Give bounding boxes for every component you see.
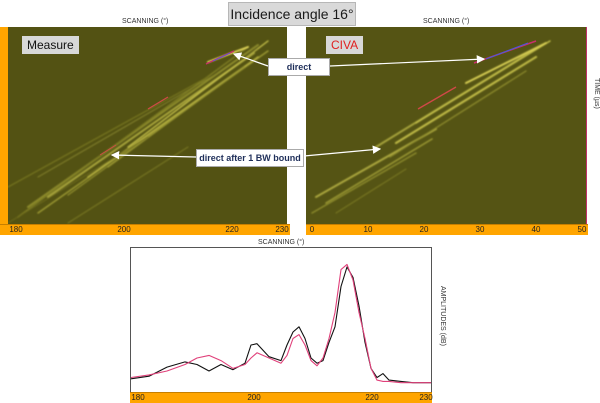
civa-bscan: CIVA: [306, 27, 587, 224]
x-tick-50: 50: [577, 225, 587, 234]
measure-bscan-image: [8, 27, 287, 224]
chart-scanning-axis: 180 200 220 230: [130, 392, 433, 403]
left-scanning-label: SCANNING (°): [122, 18, 169, 25]
x-tick-200: 200: [117, 225, 131, 234]
chart-x-tick-200: 200: [247, 393, 261, 402]
x-tick-180: 180: [9, 225, 23, 234]
x-tick-0: 0: [309, 225, 315, 234]
callout-direct: direct: [268, 58, 330, 76]
measure-label: Measure: [22, 36, 79, 54]
callout-bounce: direct after 1 BW bound: [196, 149, 304, 167]
x-tick-230: 230: [275, 225, 289, 234]
left-time-axis: 134 140 150 160 170: [0, 27, 16, 225]
civa-amplitude-line: [130, 263, 431, 384]
chart-x-tick-180: 180: [131, 393, 145, 402]
right-scanning-axis: 0 10 20 30 40 50: [306, 224, 588, 235]
x-tick-30: 30: [475, 225, 485, 234]
figure-title: Incidence angle 16°: [228, 2, 356, 26]
chart-xaxis-label: SCANNING (°): [258, 239, 305, 246]
amplitude-plot-area: [130, 263, 431, 384]
x-tick-20: 20: [419, 225, 429, 234]
chart-x-tick-230: 230: [419, 393, 433, 402]
chart-yaxis-label: AMPLITUDES (dB): [439, 286, 446, 346]
x-tick-10: 10: [363, 225, 373, 234]
measure-bscan: Measure: [8, 27, 287, 224]
right-scanning-label: SCANNING (°): [423, 18, 470, 25]
right-time-axis-label: TIME (µs): [593, 78, 600, 109]
chart-x-tick-220: 220: [365, 393, 379, 402]
left-scanning-axis: 180 200 220 230: [0, 224, 290, 235]
x-tick-40: 40: [531, 225, 541, 234]
civa-bscan-image: [306, 27, 586, 224]
measure-amplitude-line: [130, 266, 431, 384]
amplitude-chart: [130, 247, 432, 395]
x-tick-220: 220: [225, 225, 239, 234]
civa-label: CIVA: [326, 36, 364, 54]
